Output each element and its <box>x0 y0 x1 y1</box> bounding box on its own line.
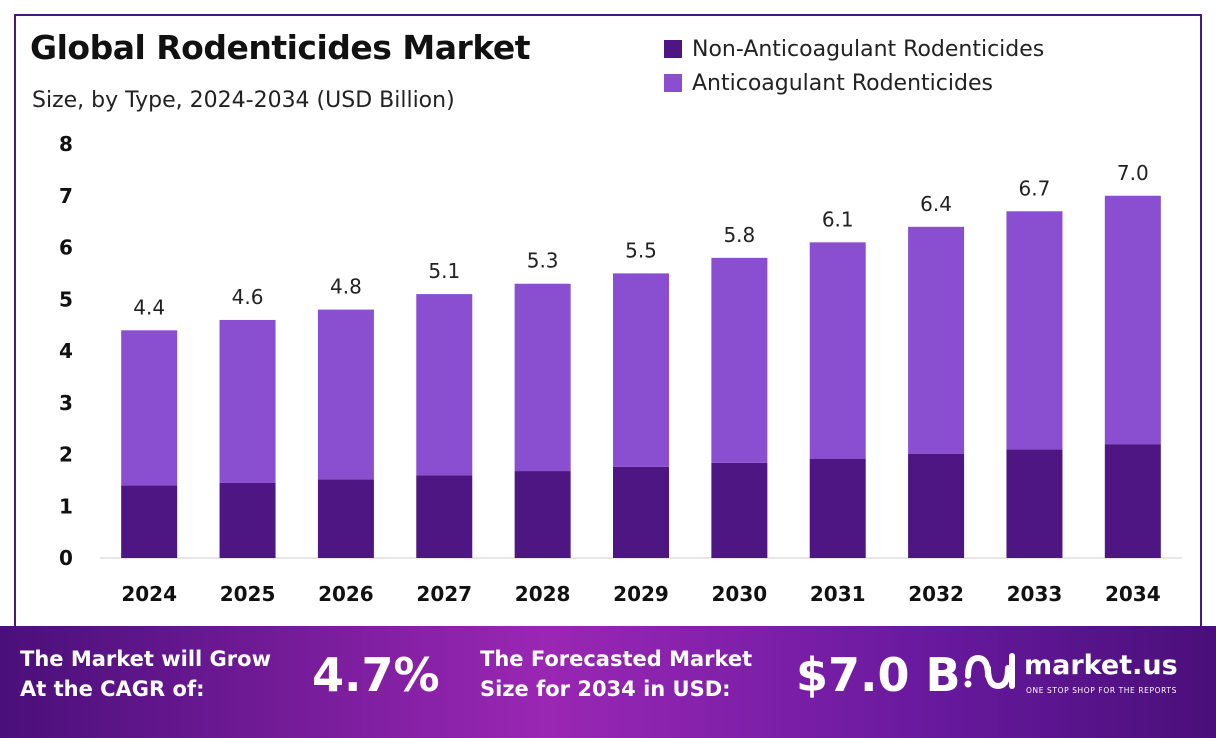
bar-total-label: 5.8 <box>723 223 755 247</box>
bar-non-anticoagulant <box>809 458 866 558</box>
brand-logo: market.us ONE STOP SHOP FOR THE REPORTS <box>962 646 1192 706</box>
forecast-value: $7.0 B <box>796 648 961 702</box>
bar-total-label: 5.5 <box>625 238 657 262</box>
y-tick-label: 1 <box>59 494 73 518</box>
market-us-logo-icon <box>964 653 1015 690</box>
brand-name: market.us <box>1024 650 1178 681</box>
bar-total-label: 4.4 <box>133 295 165 319</box>
legend: Non-Anticoagulant Rodenticides Anticoagu… <box>664 32 1044 100</box>
x-tick-label: 2026 <box>318 582 374 606</box>
x-tick-label: 2027 <box>416 582 472 606</box>
forecast-text-line2: Size for 2034 in USD: <box>480 677 731 701</box>
cagr-text: The Market will Grow At the CAGR of: <box>20 644 271 704</box>
bar-non-anticoagulant <box>317 479 374 558</box>
bar-total-label: 4.8 <box>330 275 362 299</box>
x-tick-label: 2025 <box>220 582 276 606</box>
bar-total-label: 4.6 <box>232 285 264 309</box>
y-tick-label: 2 <box>59 443 73 467</box>
legend-swatch-non-anticoagulant <box>664 40 682 58</box>
bar-total-label: 6.7 <box>1019 176 1051 200</box>
x-tick-label: 2028 <box>515 582 571 606</box>
x-tick-label: 2031 <box>810 582 866 606</box>
forecast-text-line1: The Forecasted Market <box>480 647 753 671</box>
cagr-text-line1: The Market will Grow <box>20 647 271 671</box>
legend-swatch-anticoagulant <box>664 74 682 92</box>
bar-anticoagulant <box>219 319 276 483</box>
y-tick-label: 5 <box>59 287 73 311</box>
bar-non-anticoagulant <box>121 485 178 558</box>
bar-anticoagulant <box>908 226 965 454</box>
y-tick-label: 8 <box>59 132 73 156</box>
brand-tagline: ONE STOP SHOP FOR THE REPORTS <box>1026 686 1177 695</box>
bar-anticoagulant <box>1104 195 1161 445</box>
y-tick-label: 4 <box>59 339 73 363</box>
bar-total-label: 5.3 <box>527 249 559 273</box>
y-tick-label: 0 <box>59 546 73 570</box>
chart-subtitle: Size, by Type, 2024-2034 (USD Billion) <box>32 88 455 113</box>
chart-frame <box>14 14 1202 724</box>
cagr-text-line2: At the CAGR of: <box>20 677 205 701</box>
y-tick-label: 3 <box>59 391 73 415</box>
cagr-value: 4.7% <box>312 648 440 702</box>
legend-item-non-anticoagulant: Non-Anticoagulant Rodenticides <box>664 32 1044 66</box>
bar-anticoagulant <box>317 309 374 480</box>
bar-anticoagulant <box>514 283 571 472</box>
summary-banner: The Market will Grow At the CAGR of: 4.7… <box>0 626 1216 738</box>
bar-anticoagulant <box>416 294 473 476</box>
bar-total-label: 7.0 <box>1117 161 1149 185</box>
y-tick-label: 7 <box>59 184 73 208</box>
bar-anticoagulant <box>1006 211 1063 450</box>
bar-anticoagulant <box>121 330 178 486</box>
bar-non-anticoagulant <box>613 466 669 558</box>
forecast-text: The Forecasted Market Size for 2034 in U… <box>480 644 752 704</box>
x-tick-label: 2033 <box>1007 582 1063 606</box>
legend-label-non-anticoagulant: Non-Anticoagulant Rodenticides <box>692 36 1045 62</box>
bar-non-anticoagulant <box>711 462 768 558</box>
bar-total-label: 6.1 <box>822 207 854 231</box>
chart-title: Global Rodenticides Market <box>30 28 531 67</box>
x-tick-label: 2030 <box>712 582 768 606</box>
legend-item-anticoagulant: Anticoagulant Rodenticides <box>664 66 1044 100</box>
bar-anticoagulant <box>711 257 768 463</box>
bar-anticoagulant <box>809 242 866 459</box>
bar-non-anticoagulant <box>416 475 473 558</box>
y-tick-label: 6 <box>59 236 73 260</box>
legend-label-anticoagulant: Anticoagulant Rodenticides <box>692 70 993 96</box>
bar-non-anticoagulant <box>1006 449 1063 558</box>
x-tick-label: 2032 <box>908 582 964 606</box>
bar-chart: 0 1 2 3 4 5 6 7 8 4.4 2024 4.6 2025 4.8 2026 5.1 2027 5.3… <box>59 132 1182 606</box>
bar-total-label: 6.4 <box>920 192 952 216</box>
bar-non-anticoagulant <box>908 453 965 558</box>
x-tick-label: 2034 <box>1105 582 1161 606</box>
bar-total-label: 5.1 <box>428 259 460 283</box>
bar-anticoagulant <box>613 273 669 467</box>
x-tick-label: 2024 <box>121 582 177 606</box>
bar-non-anticoagulant <box>514 471 571 558</box>
bar-non-anticoagulant <box>219 482 276 558</box>
bar-non-anticoagulant <box>1104 444 1161 558</box>
x-tick-label: 2029 <box>613 582 669 606</box>
